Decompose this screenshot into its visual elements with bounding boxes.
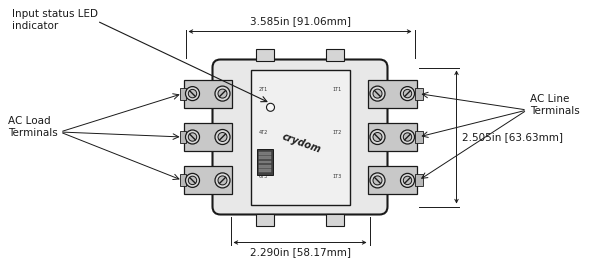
- Circle shape: [188, 89, 197, 98]
- Circle shape: [373, 133, 382, 141]
- Bar: [326, 213, 344, 226]
- Text: Input status LED: Input status LED: [12, 9, 98, 19]
- Bar: [415, 88, 422, 100]
- Bar: [368, 80, 416, 108]
- Circle shape: [188, 133, 197, 141]
- Circle shape: [401, 173, 415, 187]
- Bar: [259, 161, 271, 163]
- Text: AC Load: AC Load: [8, 116, 50, 126]
- Text: AC Line: AC Line: [530, 94, 569, 104]
- Text: Terminals: Terminals: [530, 106, 580, 116]
- Text: crydom: crydom: [281, 132, 323, 155]
- Text: 2.505in [63.63mm]: 2.505in [63.63mm]: [461, 132, 563, 142]
- Bar: [259, 165, 271, 168]
- Bar: [259, 152, 271, 155]
- Circle shape: [266, 103, 275, 111]
- Bar: [259, 169, 271, 172]
- Text: 3.585in [91.06mm]: 3.585in [91.06mm]: [250, 16, 350, 27]
- Bar: [257, 149, 272, 175]
- Bar: [368, 123, 416, 151]
- Bar: [256, 48, 274, 61]
- Circle shape: [185, 173, 199, 187]
- Circle shape: [403, 133, 412, 141]
- Bar: [326, 48, 344, 61]
- Bar: [184, 80, 232, 108]
- Text: Terminals: Terminals: [8, 128, 58, 138]
- Bar: [256, 213, 274, 226]
- Circle shape: [215, 130, 230, 144]
- Circle shape: [403, 176, 412, 185]
- Text: 1T2: 1T2: [332, 130, 341, 135]
- FancyBboxPatch shape: [212, 59, 388, 215]
- Circle shape: [370, 173, 385, 188]
- Circle shape: [185, 87, 199, 101]
- Circle shape: [185, 130, 199, 144]
- Bar: [415, 131, 422, 143]
- Bar: [259, 156, 271, 159]
- Bar: [184, 166, 232, 194]
- Text: 2.290in [58.17mm]: 2.290in [58.17mm]: [250, 247, 350, 258]
- Circle shape: [218, 133, 227, 141]
- Circle shape: [370, 130, 385, 144]
- Circle shape: [401, 130, 415, 144]
- Bar: [184, 123, 232, 151]
- Bar: [179, 88, 185, 100]
- Bar: [251, 70, 349, 204]
- Bar: [179, 131, 185, 143]
- Circle shape: [218, 176, 227, 185]
- Text: 1T1: 1T1: [332, 87, 341, 92]
- Bar: [415, 174, 422, 186]
- Text: 6T3: 6T3: [259, 174, 268, 179]
- Bar: [368, 166, 416, 194]
- Circle shape: [215, 86, 230, 101]
- Text: 4T2: 4T2: [259, 130, 268, 135]
- Circle shape: [401, 87, 415, 101]
- Circle shape: [370, 86, 385, 101]
- Circle shape: [218, 89, 227, 98]
- Circle shape: [188, 176, 197, 185]
- Text: 1T3: 1T3: [332, 174, 341, 179]
- Text: indicator: indicator: [12, 21, 58, 31]
- Text: 2T1: 2T1: [259, 87, 268, 92]
- Bar: [179, 174, 185, 186]
- Circle shape: [215, 173, 230, 188]
- Circle shape: [373, 176, 382, 185]
- Circle shape: [403, 89, 412, 98]
- Circle shape: [373, 89, 382, 98]
